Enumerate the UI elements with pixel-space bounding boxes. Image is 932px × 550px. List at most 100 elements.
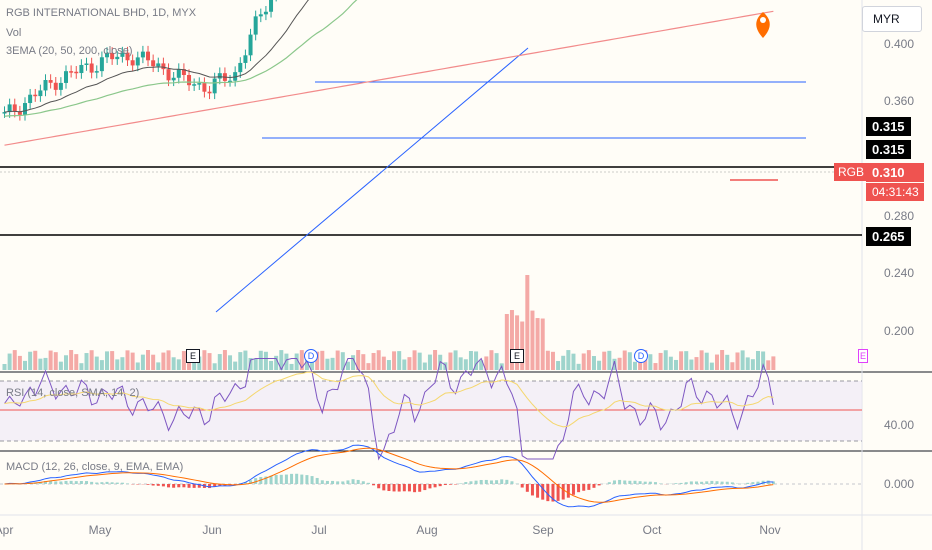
last-price-tag: 0.310 (866, 163, 924, 182)
volume-bar (663, 350, 668, 370)
volume-bar (597, 360, 602, 370)
macd-histogram-bar (623, 480, 627, 484)
macd-histogram-bar (167, 484, 171, 488)
macd-histogram-bar (484, 479, 488, 484)
volume-bar (181, 351, 186, 370)
candle-body (258, 14, 263, 17)
volume-bar (725, 354, 730, 370)
volume-bar (74, 354, 79, 370)
macd-histogram-bar (90, 481, 94, 484)
volume-bar (69, 350, 74, 370)
macd-histogram-bar (208, 484, 212, 489)
volume-bar (192, 360, 197, 370)
macd-histogram-bar (746, 482, 750, 484)
candle-body (79, 64, 84, 74)
macd-histogram-bar (638, 481, 642, 484)
volume-bar (115, 359, 120, 370)
volume-bar (479, 360, 484, 370)
macd-signal-line (4, 447, 774, 503)
volume-bar (207, 353, 212, 370)
volume-bar (23, 360, 28, 370)
volume-bar (602, 351, 607, 370)
macd-histogram-bar (64, 480, 68, 484)
macd-histogram-bar (771, 481, 775, 484)
volume-bar (269, 360, 274, 370)
dividend-marker[interactable]: D (634, 349, 648, 363)
volume-bar (453, 350, 458, 370)
volume-bar (146, 350, 151, 370)
macd-histogram-bar (95, 482, 99, 484)
volume-bar (330, 357, 335, 370)
dividend-marker[interactable]: D (304, 349, 318, 363)
volume-bar (509, 310, 514, 370)
price-axis-label: 0.360 (883, 94, 914, 108)
macd-histogram-bar (413, 484, 417, 493)
chart-title: RGB INTERNATIONAL BHD, 1D, MYX (6, 7, 197, 19)
earnings-marker[interactable]: E (510, 349, 524, 363)
volume-bar (17, 355, 22, 370)
candle-body (212, 78, 217, 94)
volume-bar (468, 351, 473, 370)
candle-body (33, 94, 38, 97)
macd-histogram-bar (264, 476, 268, 484)
volume-bar (545, 350, 550, 370)
candle-body (7, 104, 12, 113)
volume-bar (222, 350, 227, 370)
candle-body (202, 83, 207, 92)
volume-bar (217, 354, 222, 370)
volume-bar (622, 350, 627, 370)
macd-histogram-bar (115, 482, 119, 484)
macd-histogram-bar (290, 473, 294, 484)
macd-histogram-bar (525, 484, 529, 492)
macd-histogram-bar (59, 481, 63, 484)
volume-bar (28, 351, 33, 370)
volume-bar (315, 351, 320, 370)
macd-histogram-bar (679, 482, 683, 484)
volume-bar (668, 356, 673, 370)
volume-bar (412, 350, 417, 370)
volume-bar (156, 362, 161, 370)
macd-histogram-bar (85, 481, 89, 484)
macd-histogram-bar (628, 480, 632, 484)
volume-bar (494, 353, 499, 370)
candle-body (187, 75, 192, 86)
macd-histogram-bar (100, 482, 104, 484)
volume-bar (397, 351, 402, 370)
candle-body (105, 52, 110, 58)
macd-histogram-bar (120, 482, 124, 484)
candle-body (23, 103, 28, 115)
volume-bar (320, 350, 325, 370)
macd-histogram-bar (151, 484, 155, 486)
candle-body (176, 69, 181, 78)
macd-histogram-bar (607, 482, 611, 484)
macd-histogram-bar (341, 481, 345, 484)
volume-bar (699, 350, 704, 370)
volume-bar (617, 357, 622, 370)
macd-histogram-bar (674, 483, 678, 484)
macd-histogram-bar (243, 482, 247, 484)
macd-histogram-bar (274, 474, 278, 484)
earnings-marker[interactable]: E (858, 349, 868, 363)
earnings-marker[interactable]: E (186, 349, 200, 363)
candle-body (110, 52, 115, 60)
candle-body (135, 57, 140, 66)
macd-histogram-bar (197, 484, 201, 488)
resistance-price-tag: 0.315 (866, 140, 911, 159)
candle-body (181, 69, 186, 76)
volume-bar (238, 352, 243, 370)
macd-histogram-bar (536, 484, 540, 498)
macd-histogram-bar (443, 484, 447, 486)
candle-body (207, 91, 212, 94)
macd-histogram-bar (428, 484, 432, 489)
macd-histogram-bar (541, 484, 545, 500)
volume-bar (766, 360, 771, 370)
macd-histogram-bar (495, 480, 499, 484)
candle-body (64, 71, 69, 83)
volume-bar (632, 361, 637, 370)
volume-bar (407, 357, 412, 370)
currency-selector[interactable]: MYR (862, 6, 922, 32)
volume-bar (515, 315, 520, 370)
location-pin-icon (756, 12, 770, 38)
macd-histogram-bar (587, 484, 591, 490)
